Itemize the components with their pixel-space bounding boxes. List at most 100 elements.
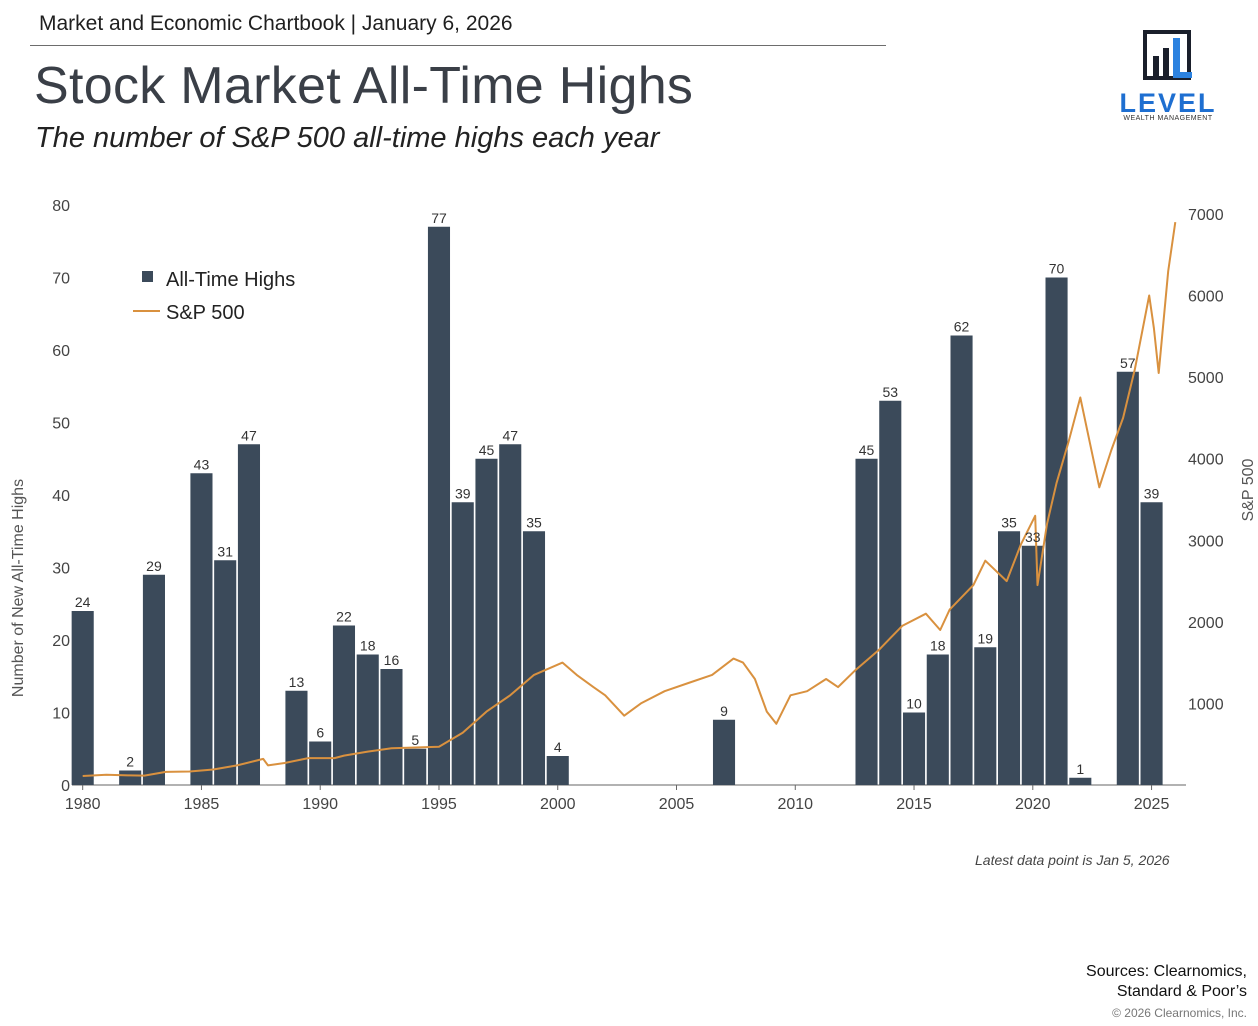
bar-value-label: 35 xyxy=(526,514,542,530)
x-tick-label: 2010 xyxy=(777,796,813,813)
bar-1995 xyxy=(427,226,451,785)
y2-tick-label: 6000 xyxy=(1188,289,1224,306)
latest-data-note: Latest data point is Jan 5, 2026 xyxy=(975,852,1170,868)
bar-2016 xyxy=(926,654,949,785)
bar-value-label: 53 xyxy=(882,384,898,400)
bar-value-label: 29 xyxy=(146,558,162,574)
bar-1997 xyxy=(475,458,498,785)
bar-value-label: 4 xyxy=(554,739,562,755)
bar-value-label: 10 xyxy=(906,696,922,712)
legend-bar-swatch xyxy=(142,271,153,282)
y2-tick-label: 3000 xyxy=(1188,533,1224,550)
header-divider xyxy=(30,45,886,46)
bar-2018 xyxy=(974,647,997,785)
bar-value-label: 2 xyxy=(126,754,134,770)
bar-2019 xyxy=(997,531,1021,785)
y2-tick-label: 5000 xyxy=(1188,370,1224,387)
bar-value-label: 47 xyxy=(502,427,518,443)
logo-wordmark: LEVEL xyxy=(1119,88,1217,118)
bar-1983 xyxy=(142,574,165,785)
y2-tick-label: 2000 xyxy=(1188,615,1224,632)
y-tick-label: 60 xyxy=(52,343,70,360)
bar-value-label: 19 xyxy=(978,630,994,646)
bar-value-label: 62 xyxy=(954,319,970,335)
bar-2024 xyxy=(1116,371,1139,785)
bar-1998 xyxy=(499,444,522,785)
y2-tick-label: 1000 xyxy=(1188,696,1224,713)
bar-1993 xyxy=(380,669,403,785)
bar-value-label: 47 xyxy=(241,427,257,443)
legend-line-label: S&P 500 xyxy=(166,302,245,324)
all-time-highs-chart: 0 10 20 30 40 50 60 70 80 1000 2000 3000 4000 5000 600… xyxy=(10,198,1257,813)
bar-value-label: 13 xyxy=(289,674,305,690)
legend-bar-label: All-Time Highs xyxy=(166,269,295,291)
y-tick-label: 10 xyxy=(52,706,70,723)
bar-2022 xyxy=(1069,777,1092,785)
bar-1991 xyxy=(332,625,356,785)
y-tick-label: 80 xyxy=(52,198,70,215)
bar-1994 xyxy=(404,748,427,785)
bar-1992 xyxy=(356,654,379,785)
y2-tick-label: 7000 xyxy=(1188,207,1224,224)
x-tick-label: 2025 xyxy=(1134,796,1170,813)
copyright: © 2026 Clearnomics, Inc. xyxy=(1112,1006,1247,1020)
x-tick-label: 2005 xyxy=(659,796,695,813)
bar-2015 xyxy=(902,712,926,785)
bar-1999 xyxy=(522,531,546,785)
bar-2025 xyxy=(1140,502,1163,785)
bar-value-label: 31 xyxy=(217,543,233,559)
y-tick-label: 20 xyxy=(52,633,70,650)
bar-value-label: 45 xyxy=(479,442,495,458)
x-tick-label: 1985 xyxy=(184,796,220,813)
bar-value-label: 35 xyxy=(1001,514,1017,530)
bar-value-label: 18 xyxy=(930,638,946,654)
y-tick-label: 30 xyxy=(52,561,70,578)
bar-value-label: 70 xyxy=(1049,261,1065,277)
bar-2000 xyxy=(546,756,569,785)
bar-value-label: 45 xyxy=(859,442,875,458)
y-axis-label: Number of New All-Time Highs xyxy=(10,479,27,697)
bar-value-label: 77 xyxy=(431,210,447,226)
bar-1987 xyxy=(237,444,261,785)
bar-value-label: 5 xyxy=(411,732,419,748)
page-title: Stock Market All-Time Highs xyxy=(34,57,694,115)
bar-1982 xyxy=(119,770,142,785)
bar-value-label: 1 xyxy=(1076,761,1084,777)
bar-2017 xyxy=(950,335,973,785)
sources-line-2: Standard & Poor’s xyxy=(1116,983,1247,1000)
bar-1989 xyxy=(285,690,308,785)
x-tick-label: 1990 xyxy=(302,796,338,813)
x-tick-label: 1995 xyxy=(421,796,457,813)
bar-2014 xyxy=(879,400,902,785)
sources: Sources: Clearnomics, Standard & Poor’s xyxy=(1086,962,1247,1002)
bar-2020 xyxy=(1021,545,1044,785)
bar-value-label: 39 xyxy=(455,485,471,501)
level-logo: LEVEL WEALTH MANAGEMENT xyxy=(1112,30,1224,126)
bar-1985 xyxy=(190,473,213,785)
y2-axis-label: S&P 500 xyxy=(1240,458,1257,521)
logo-tagline: WEALTH MANAGEMENT xyxy=(1123,115,1213,122)
x-tick-label: 2000 xyxy=(540,796,576,813)
bar-1996 xyxy=(451,502,474,785)
bar-value-label: 22 xyxy=(336,609,352,625)
bar-value-label: 24 xyxy=(75,594,91,610)
x-tick-label: 1980 xyxy=(65,796,101,813)
bar-value-label: 18 xyxy=(360,638,376,654)
x-tick-label: 2015 xyxy=(896,796,932,813)
bar-1990 xyxy=(309,741,332,785)
y-tick-label: 50 xyxy=(52,416,70,433)
y-tick-label: 40 xyxy=(52,488,70,505)
bar-value-label: 9 xyxy=(720,703,728,719)
bar-value-label: 57 xyxy=(1120,355,1136,371)
bar-1980 xyxy=(71,611,94,785)
bar-value-label: 33 xyxy=(1025,529,1041,545)
bar-2007 xyxy=(712,719,736,785)
sources-line-1: Sources: Clearnomics, xyxy=(1086,963,1247,980)
x-tick-label: 2020 xyxy=(1015,796,1051,813)
page-subtitle: The number of S&P 500 all-time highs eac… xyxy=(35,122,660,154)
bar-2021 xyxy=(1045,277,1068,785)
bar-value-label: 6 xyxy=(316,725,324,741)
sp500-line xyxy=(82,221,1177,777)
y2-tick-label: 4000 xyxy=(1188,452,1224,469)
bar-value-label: 16 xyxy=(384,652,400,668)
